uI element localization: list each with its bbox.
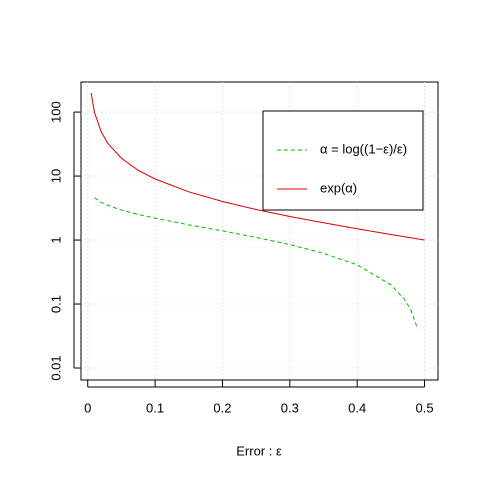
y-tick-label: 100 [48,101,63,123]
x-tick-label: 0.4 [348,400,366,415]
legend-label: α = log((1−ε)/ε) [320,141,407,156]
x-tick-label: 0.3 [281,400,299,415]
legend-box [262,110,424,211]
series-line [90,92,425,241]
y-tick-label: 0.1 [48,295,63,313]
y-tick-label: 1 [48,236,63,243]
x-tick-label: 0.2 [213,400,231,415]
x-axis-label: Error : ε [236,443,282,458]
y-tick-label: 0.01 [48,355,63,380]
legend-label: exp(α) [320,180,357,195]
series-line [94,197,419,330]
x-tick-label: 0.1 [146,400,164,415]
x-tick-label: 0 [84,400,91,415]
y-tick-label: 10 [48,169,63,183]
plot-box [80,81,439,381]
x-tick-label: 0.5 [415,400,433,415]
